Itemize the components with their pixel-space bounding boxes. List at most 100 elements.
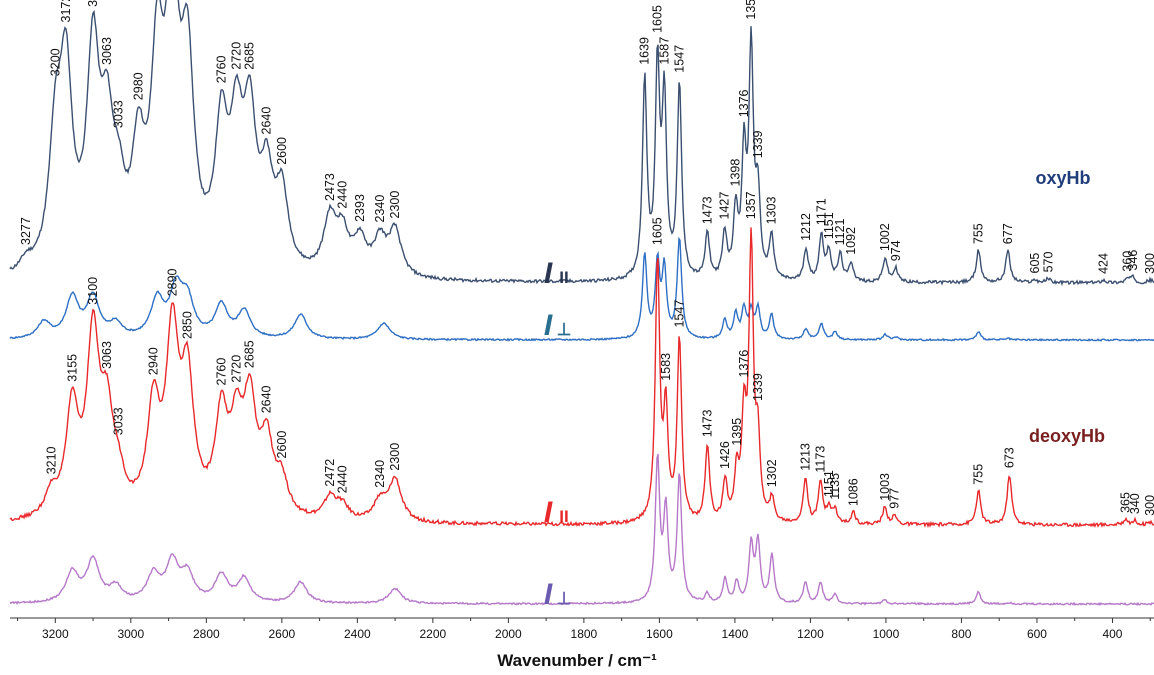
peak-label: 1302 xyxy=(765,459,779,487)
peak-label: 1086 xyxy=(847,478,861,506)
peak-label: 340 xyxy=(1128,493,1142,514)
peak-label: 677 xyxy=(1001,223,1015,244)
x-tick-label: 3200 xyxy=(42,627,69,641)
peak-label: 974 xyxy=(889,240,903,261)
x-tick-label: 2800 xyxy=(193,627,220,641)
series-label-subscript: II xyxy=(559,507,568,526)
peak-label: 3200 xyxy=(48,48,62,76)
x-tick-label: 2000 xyxy=(495,627,522,641)
peak-label: 1395 xyxy=(730,418,744,446)
peak-label: 424 xyxy=(1096,253,1110,274)
series-label-mark: I xyxy=(544,309,553,342)
x-axis: 3200 3000 2800 2600 2400 2200 2000 1800 1600 1400… xyxy=(10,617,1154,641)
peak-label: 1605 xyxy=(651,5,665,33)
peak-label: 2685 xyxy=(243,340,257,368)
peak-label: 3033 xyxy=(111,407,125,435)
series-labels: I III ⊥I III ⊥ xyxy=(544,257,572,611)
peak-label: 360 xyxy=(1121,251,1135,272)
peak-label: 3033 xyxy=(111,100,125,128)
peak-label: 1121 xyxy=(833,218,847,245)
peak-label: 2473 xyxy=(323,173,337,201)
x-tick-label: 2200 xyxy=(420,627,447,641)
peak-label: 1151 xyxy=(822,212,836,239)
x-tick-label: 800 xyxy=(951,627,971,641)
spectrum-line-oxyhb-1 xyxy=(9,236,1154,342)
peak-label: 673 xyxy=(1002,447,1016,468)
peak-label: 2300 xyxy=(388,191,402,219)
x-tick-label: 3000 xyxy=(117,627,144,641)
series-label-mark: I xyxy=(544,257,553,290)
peak-label: 1426 xyxy=(718,441,732,469)
x-tick-label: 2400 xyxy=(344,627,371,641)
peak-label: 755 xyxy=(971,464,985,485)
peak-label: 1376 xyxy=(737,89,751,117)
peak-label: 300 xyxy=(1143,253,1154,274)
spectra-traces xyxy=(9,0,1154,607)
peak-label: 2850 xyxy=(181,311,195,339)
peak-label: 1473 xyxy=(700,196,714,224)
peak-label: 1173 xyxy=(814,446,828,473)
peak-label: 755 xyxy=(971,223,985,244)
series-label-subscript: ⊥ xyxy=(557,320,572,339)
x-tick-label: 1600 xyxy=(646,627,673,641)
x-tick-label: 400 xyxy=(1102,627,1122,641)
peak-label: 2760 xyxy=(214,55,228,83)
series-label-mark: I xyxy=(544,578,553,611)
peak-label: 1547 xyxy=(672,300,686,328)
peak-label: 2393 xyxy=(353,194,367,222)
peak-label: 2890 xyxy=(165,268,179,296)
peak-label: 2600 xyxy=(275,137,289,165)
x-axis-title: Wavenumber / cm⁻¹ xyxy=(497,651,657,670)
peak-label: 1587 xyxy=(657,37,671,65)
peak-label: 2300 xyxy=(388,443,402,471)
peak-label: 2472 xyxy=(323,459,337,487)
peak-label: 1003 xyxy=(878,473,892,501)
peak-label: 1605 xyxy=(651,217,665,245)
peak-label: 3100 xyxy=(86,277,100,305)
peak-label: 1398 xyxy=(729,159,743,187)
x-tick-label: 1800 xyxy=(571,627,598,641)
peak-label: 977 xyxy=(888,488,902,509)
peak-label: 3100 xyxy=(86,0,100,7)
peak-label: 1303 xyxy=(765,197,779,225)
peak-label: 1213 xyxy=(799,443,813,471)
legend: oxyHb deoxyHb xyxy=(1029,168,1105,446)
legend-label-oxyhb: oxyHb xyxy=(1035,168,1090,188)
spectrum-line-deoxyhb-3 xyxy=(9,453,1154,607)
peak-label: 2640 xyxy=(260,107,274,135)
peak-label: 1427 xyxy=(718,192,732,220)
peak-label: 365 xyxy=(1119,492,1133,513)
peak-labels: 3277320031723100306330332980293028902850… xyxy=(19,0,1154,516)
peak-label: 3063 xyxy=(100,341,114,369)
peak-label: 1357 xyxy=(744,191,758,219)
peak-label: 2685 xyxy=(243,42,257,70)
peak-label: 1357 xyxy=(744,0,758,20)
x-tick-label: 1400 xyxy=(722,627,749,641)
peak-label: 300 xyxy=(1143,495,1154,516)
peak-label: 1547 xyxy=(672,45,686,73)
peak-label: 1639 xyxy=(638,37,652,65)
x-tick-label: 600 xyxy=(1027,627,1047,641)
peak-label: 2340 xyxy=(373,195,387,223)
peak-label: 1583 xyxy=(659,353,673,381)
peak-label: 605 xyxy=(1028,253,1042,274)
peak-label: 1339 xyxy=(751,373,765,401)
peak-label: 346 xyxy=(1126,250,1140,271)
peak-label: 1151 xyxy=(822,470,836,497)
x-tick-label: 2600 xyxy=(268,627,295,641)
peak-label: 2720 xyxy=(230,355,244,383)
peak-label: 3155 xyxy=(65,354,79,382)
series-label-subscript: II xyxy=(559,268,568,287)
peak-label: 2940 xyxy=(147,347,161,375)
x-tick-label: 1000 xyxy=(873,627,900,641)
peak-label: 3210 xyxy=(45,446,59,474)
peak-label: 3277 xyxy=(19,217,33,245)
x-tick-label: 1200 xyxy=(797,627,824,641)
spectrum-line-oxyhb-0 xyxy=(9,0,1154,287)
peak-label: 1473 xyxy=(700,409,714,437)
peak-label: 2440 xyxy=(335,181,349,209)
series-label-subscript: ⊥ xyxy=(557,589,572,608)
peak-label: 1376 xyxy=(737,350,751,378)
peak-label: 2760 xyxy=(214,358,228,386)
